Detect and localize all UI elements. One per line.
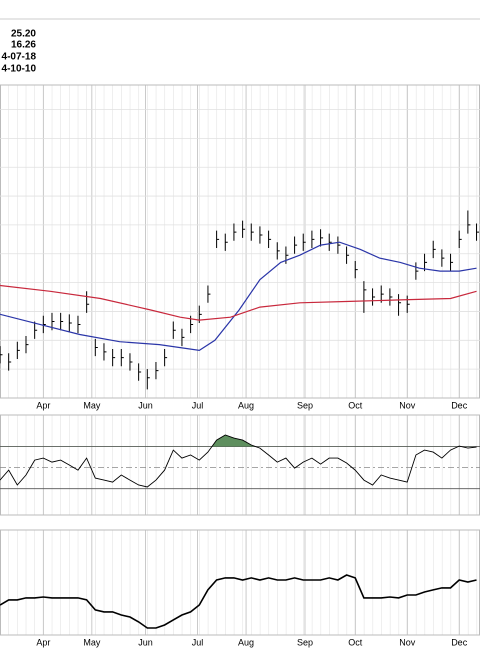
x-tick-label: Jul (192, 637, 204, 647)
indicator-line (0, 434, 477, 488)
price-bar (311, 230, 315, 248)
price-bar (450, 253, 454, 272)
x-tick-label: May (83, 400, 101, 410)
price-bar (354, 260, 358, 279)
price-bar (372, 288, 376, 306)
price-bar (302, 233, 306, 251)
price-bar (224, 233, 228, 251)
price-bar (233, 223, 237, 241)
overbought-fill (211, 435, 462, 447)
price-bar (77, 315, 81, 334)
price-bar (250, 223, 254, 241)
x-tick-label: Oct (348, 637, 363, 647)
price-bar (129, 353, 133, 371)
price-bar (172, 321, 176, 339)
x-tick-label: Oct (348, 400, 363, 410)
price-bar (389, 288, 393, 306)
price-bar (8, 353, 12, 371)
x-tick-label: Sep (297, 400, 313, 410)
price-bar (276, 242, 280, 260)
price-bar (268, 230, 272, 248)
price-bar (432, 240, 436, 259)
x-tick-label: Dec (451, 637, 468, 647)
price-bar (181, 328, 185, 347)
price-bar (42, 315, 46, 334)
price-bar (242, 220, 246, 238)
header-line: 4-07-18 (2, 52, 37, 63)
x-tick-label: Sep (297, 637, 313, 647)
price-bar (120, 348, 124, 367)
price-bar (441, 249, 445, 267)
price-bar (164, 348, 168, 367)
price-bar (155, 361, 159, 380)
indicator-line (0, 574, 477, 629)
price-bar (424, 253, 428, 272)
price-bar (398, 294, 402, 316)
price-bar (363, 281, 367, 313)
price-bar (0, 346, 3, 364)
price-bar (112, 348, 116, 367)
price-bar (328, 233, 332, 251)
price-bar (458, 230, 462, 248)
header-line: 16.26 (11, 40, 36, 51)
x-tick-label: May (83, 637, 101, 647)
price-bar (207, 285, 211, 303)
price-bar (337, 236, 341, 254)
x-tick-label: Jun (138, 637, 153, 647)
x-tick-label: Aug (238, 400, 254, 410)
x-tick-label: Jun (138, 400, 153, 410)
price-bar (25, 335, 29, 354)
x-tick-label: Jul (192, 400, 204, 410)
price-bar (34, 321, 38, 339)
price-bar (146, 369, 150, 390)
x-tick-label: Nov (399, 637, 416, 647)
x-tick-label: Apr (36, 400, 50, 410)
x-tick-label: Nov (399, 400, 416, 410)
price-bar (103, 343, 107, 361)
header-line: 25.20 (11, 29, 36, 40)
price-bar (467, 210, 471, 234)
price-bar (60, 312, 64, 331)
price-bar (259, 226, 263, 244)
price-bar (138, 363, 142, 381)
price-bar (86, 291, 90, 313)
price-bar (406, 295, 410, 313)
price-bar (476, 223, 480, 241)
price-bar (94, 338, 98, 357)
price-bar (68, 314, 72, 332)
x-tick-label: Dec (451, 400, 468, 410)
price-bar (346, 246, 350, 264)
moving-average (0, 284, 477, 321)
moving-average (0, 241, 477, 352)
price-bar (16, 341, 20, 360)
header-line: 4-10-10 (2, 64, 37, 75)
price-bar (415, 262, 419, 280)
x-tick-label: Apr (36, 637, 50, 647)
price-bar (320, 229, 324, 247)
x-tick-label: Aug (238, 637, 254, 647)
price-bar (216, 230, 220, 248)
price-bar (285, 246, 289, 264)
price-bar (294, 236, 298, 254)
